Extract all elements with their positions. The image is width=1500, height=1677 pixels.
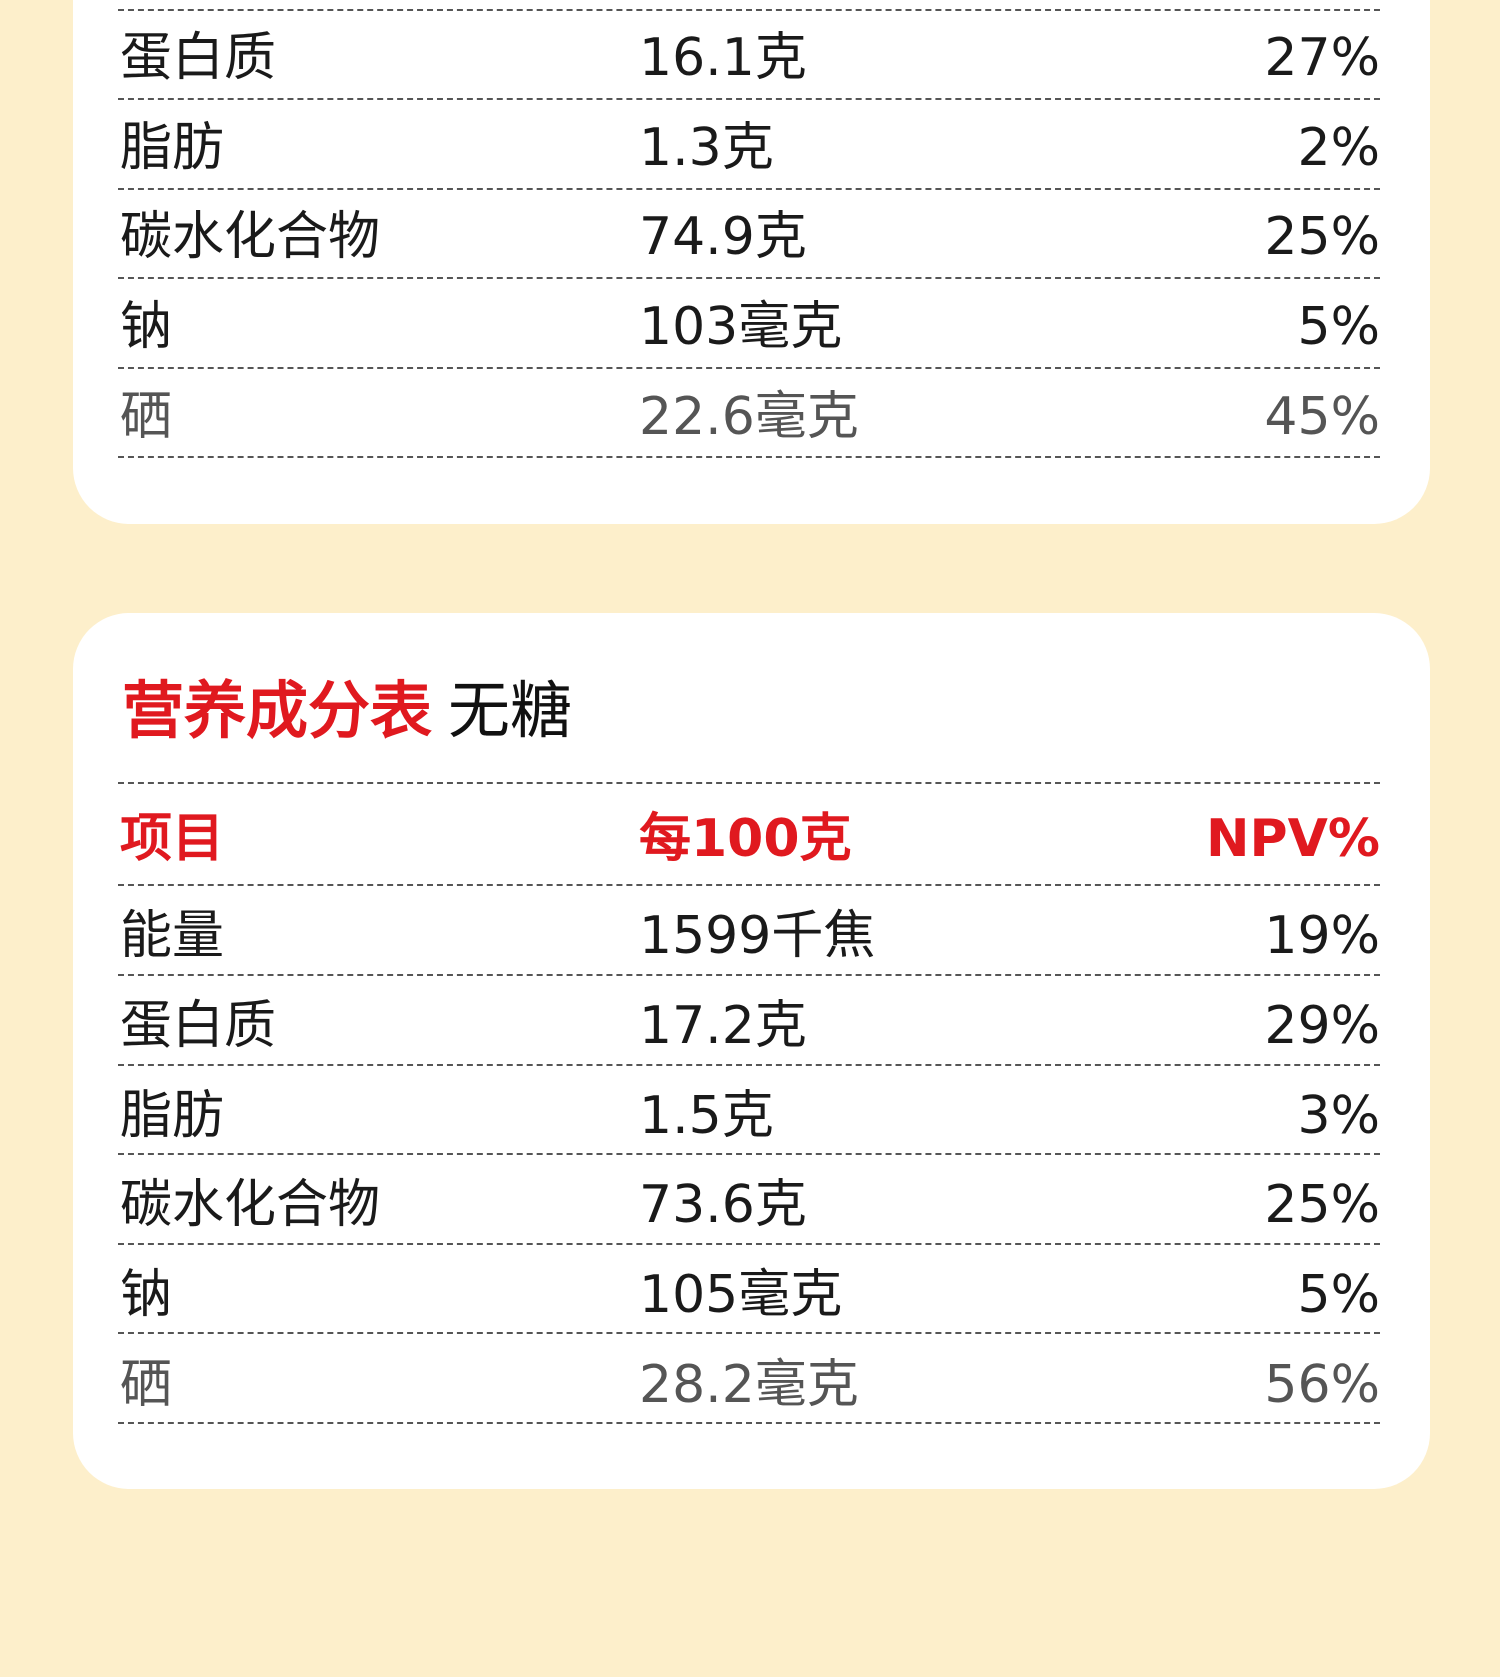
divider	[118, 187, 1380, 190]
cell: 5%	[1297, 297, 1381, 358]
cell: 碳水化合物	[120, 207, 381, 268]
cell: 蛋白质	[120, 995, 277, 1056]
cell: 3%	[1297, 1085, 1381, 1146]
cell: 1.5克	[639, 1085, 774, 1146]
cell: 45%	[1264, 386, 1380, 447]
cell: 27%	[1264, 28, 1380, 88]
divider	[118, 277, 1380, 279]
divider	[118, 98, 1380, 100]
cell: 17.2克	[639, 995, 807, 1056]
header-cell: 每100克	[639, 809, 852, 869]
cell: 1.3克	[639, 117, 774, 178]
divider	[118, 884, 1380, 886]
cell: 56%	[1264, 1355, 1380, 1415]
title: 营养成分表	[122, 674, 433, 747]
cell: 脂肪	[120, 1085, 225, 1146]
cell: 5%	[1297, 1265, 1381, 1326]
divider	[118, 974, 1380, 976]
card	[73, 613, 1430, 1489]
cell: 29%	[1264, 995, 1380, 1056]
table-title: 营养成分表 无糖	[122, 676, 572, 746]
subtitle: 无糖	[448, 674, 573, 747]
divider	[118, 1422, 1380, 1424]
cell: 1599千焦	[639, 906, 876, 966]
cell: 脂肪	[120, 117, 225, 178]
cell: 16.1克	[639, 28, 807, 88]
cell: 25%	[1264, 207, 1380, 268]
cell: 19%	[1264, 906, 1380, 966]
header-cell: NPV%	[1206, 809, 1380, 869]
divider	[118, 1153, 1380, 1156]
cell: 103毫克	[639, 297, 843, 358]
divider	[118, 1332, 1380, 1335]
cell: 25%	[1264, 1175, 1380, 1236]
cell: 蛋白质	[120, 28, 277, 88]
card	[73, 0, 1430, 524]
cell: 73.6克	[639, 1175, 807, 1236]
divider	[118, 366, 1380, 369]
cell: 硒	[120, 386, 173, 447]
cell: 74.9克	[639, 207, 807, 268]
cell: 22.6毫克	[639, 386, 859, 447]
divider	[118, 9, 1380, 11]
cell: 钠	[120, 297, 173, 358]
cell: 能量	[120, 906, 225, 966]
cell: 碳水化合物	[120, 1175, 381, 1236]
cell: 105毫克	[639, 1265, 843, 1326]
header-cell: 项目	[120, 809, 225, 869]
divider	[118, 782, 1380, 784]
cell: 2%	[1297, 117, 1381, 178]
divider	[118, 1242, 1380, 1245]
divider	[118, 456, 1380, 458]
cell: 28.2毫克	[639, 1355, 859, 1415]
cell: 钠	[120, 1265, 173, 1326]
cell: 硒	[120, 1355, 173, 1415]
divider	[118, 1063, 1380, 1066]
